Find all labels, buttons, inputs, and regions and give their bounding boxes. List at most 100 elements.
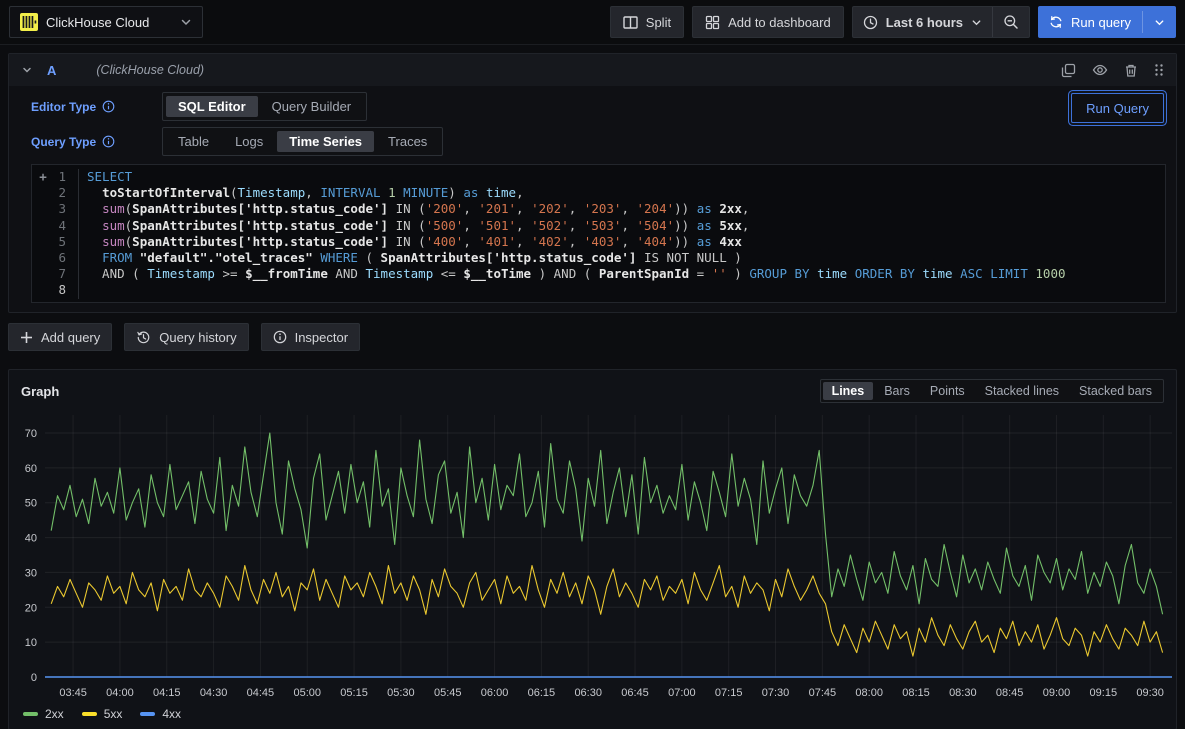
svg-text:04:45: 04:45 — [247, 687, 275, 699]
svg-text:70: 70 — [25, 428, 37, 440]
query-row-header: A (ClickHouse Cloud) — [9, 54, 1176, 86]
query-history-button[interactable]: Query history — [124, 323, 248, 351]
editor-type-option-query-builder[interactable]: Query Builder — [260, 96, 363, 117]
sql-line: 5 sum(SpanAttributes['http.status_code']… — [32, 234, 1165, 250]
chevron-down-icon — [180, 16, 192, 28]
sql-line: 2 toStartOfInterval(Timestamp, INTERVAL … — [32, 185, 1165, 201]
legend-color-pill — [82, 712, 97, 716]
editor-type-label-group: Editor Type — [31, 100, 162, 114]
query-ref-id[interactable]: A — [47, 63, 56, 78]
svg-text:05:00: 05:00 — [293, 687, 321, 699]
run-query-dropdown-toggle[interactable] — [1143, 6, 1176, 38]
chart-canvas[interactable]: 01020304050607003:4504:0004:1504:3004:45… — [15, 409, 1180, 705]
graph-style-toggle: LinesBarsPointsStacked linesStacked bars — [820, 379, 1164, 403]
query-editor-row: A (ClickHouse Cloud) — [8, 53, 1177, 313]
sql-line: 3 sum(SpanAttributes['http.status_code']… — [32, 201, 1165, 217]
query-type-row: Query Type TableLogsTime SeriesTraces — [31, 127, 1166, 156]
svg-text:08:45: 08:45 — [996, 687, 1024, 699]
graph-mode-bars[interactable]: Bars — [875, 382, 919, 400]
top-toolbar: ClickHouse Cloud Split Add to dashboard — [0, 0, 1185, 45]
plus-icon — [20, 331, 33, 344]
query-type-label: Query Type — [31, 135, 96, 149]
hide-response-eye-icon[interactable] — [1092, 62, 1108, 78]
legend-color-pill — [140, 712, 155, 716]
time-range-picker[interactable]: Last 6 hours — [853, 7, 992, 37]
graph-mode-points[interactable]: Points — [921, 382, 974, 400]
inspector-button[interactable]: Inspector — [261, 323, 360, 351]
svg-text:09:00: 09:00 — [1043, 687, 1071, 699]
run-query-button[interactable]: Run query — [1038, 6, 1142, 38]
query-type-label-group: Query Type — [31, 135, 162, 149]
info-circle-icon[interactable] — [102, 135, 115, 148]
history-icon — [136, 330, 151, 345]
svg-text:04:00: 04:00 — [106, 687, 134, 699]
svg-text:08:15: 08:15 — [902, 687, 930, 699]
split-icon — [623, 15, 638, 30]
time-range-label: Last 6 hours — [886, 15, 963, 30]
legend-color-pill — [23, 712, 38, 716]
run-query-editor-button[interactable]: Run Query — [1071, 93, 1164, 123]
query-type-option-time-series[interactable]: Time Series — [277, 131, 374, 152]
inspector-label: Inspector — [295, 330, 348, 345]
sql-code-editor[interactable]: +1SELECT2 toStartOfInterval(Timestamp, I… — [31, 164, 1166, 303]
sync-icon — [1049, 15, 1063, 29]
legend-label: 2xx — [45, 707, 64, 721]
legend-label: 5xx — [104, 707, 123, 721]
graph-mode-lines[interactable]: Lines — [823, 382, 874, 400]
svg-text:20: 20 — [25, 602, 37, 614]
info-circle-icon[interactable] — [102, 100, 115, 113]
editor-type-label: Editor Type — [31, 100, 96, 114]
legend-item-4xx[interactable]: 4xx — [140, 707, 181, 721]
svg-text:08:00: 08:00 — [855, 687, 883, 699]
sql-line: 8 — [32, 282, 1165, 298]
svg-text:0: 0 — [31, 672, 37, 684]
zoom-out-time-button[interactable] — [993, 7, 1029, 37]
run-query-label: Run query — [1071, 15, 1131, 30]
svg-text:09:30: 09:30 — [1136, 687, 1164, 699]
editor-type-option-sql-editor[interactable]: SQL Editor — [166, 96, 258, 117]
query-type-option-traces[interactable]: Traces — [376, 131, 439, 152]
sql-line: 6 FROM "default"."otel_traces" WHERE ( S… — [32, 250, 1165, 266]
sql-line: +1SELECT — [32, 169, 1165, 185]
add-to-dashboard-label: Add to dashboard — [728, 15, 831, 30]
run-query-split-button: Run query — [1038, 6, 1176, 38]
collapse-chevron-icon[interactable] — [21, 64, 33, 76]
chevron-down-icon — [971, 17, 982, 28]
duplicate-query-icon[interactable] — [1061, 63, 1076, 78]
info-circle-icon — [273, 330, 287, 344]
split-button[interactable]: Split — [610, 6, 684, 38]
graph-mode-stacked-lines[interactable]: Stacked lines — [976, 382, 1068, 400]
add-query-button[interactable]: Add query — [8, 323, 112, 351]
legend-label: 4xx — [162, 707, 181, 721]
svg-text:08:30: 08:30 — [949, 687, 977, 699]
svg-text:07:45: 07:45 — [809, 687, 837, 699]
legend-item-5xx[interactable]: 5xx — [82, 707, 123, 721]
datasource-picker[interactable]: ClickHouse Cloud — [9, 6, 203, 38]
chart-legend: 2xx 5xx 4xx — [9, 705, 1176, 729]
add-to-dashboard-button[interactable]: Add to dashboard — [692, 6, 844, 38]
remove-query-trash-icon[interactable] — [1124, 63, 1138, 78]
query-type-toggle: TableLogsTime SeriesTraces — [162, 127, 443, 156]
svg-text:03:45: 03:45 — [59, 687, 87, 699]
drag-handle-icon[interactable] — [1154, 63, 1164, 77]
svg-text:30: 30 — [25, 567, 37, 579]
svg-text:07:00: 07:00 — [668, 687, 696, 699]
legend-item-2xx[interactable]: 2xx — [23, 707, 64, 721]
svg-text:06:00: 06:00 — [481, 687, 509, 699]
svg-text:05:15: 05:15 — [340, 687, 368, 699]
query-datasource-hint: (ClickHouse Cloud) — [96, 63, 204, 77]
svg-text:04:15: 04:15 — [153, 687, 181, 699]
query-type-option-logs[interactable]: Logs — [223, 131, 275, 152]
query-editor-body: Editor Type SQL EditorQuery Builder Run … — [9, 86, 1176, 312]
svg-text:06:15: 06:15 — [528, 687, 556, 699]
graph-panel-header: Graph LinesBarsPointsStacked linesStacke… — [9, 370, 1176, 407]
query-type-option-table[interactable]: Table — [166, 131, 221, 152]
clock-icon — [863, 15, 878, 30]
add-query-label: Add query — [41, 330, 100, 345]
datasource-label: ClickHouse Cloud — [46, 15, 172, 30]
apps-grid-icon — [705, 15, 720, 30]
timeseries-chart[interactable]: 01020304050607003:4504:0004:1504:3004:45… — [9, 407, 1176, 705]
editor-type-toggle: SQL EditorQuery Builder — [162, 92, 367, 121]
graph-panel-title: Graph — [21, 384, 59, 399]
graph-mode-stacked-bars[interactable]: Stacked bars — [1070, 382, 1161, 400]
